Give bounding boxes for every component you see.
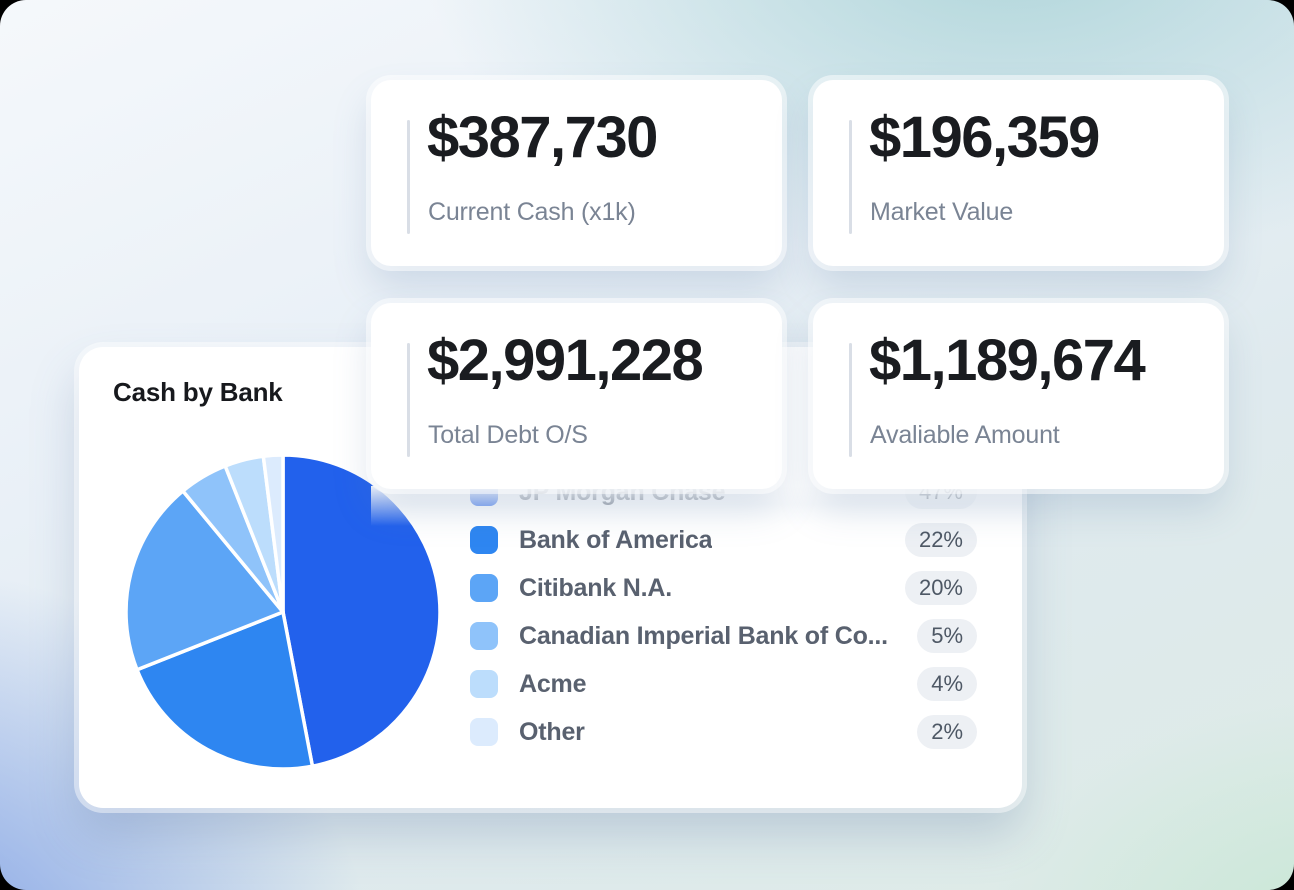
pie-legend: JP Morgan Chase 47% Bank of America 22% Citi… — [470, 468, 977, 756]
pie-slice-3 — [124, 489, 285, 672]
stat-card-current-cash: $387,730 Current Cash (x1k) — [371, 80, 782, 266]
stat-value: $1,189,674 — [869, 328, 1146, 393]
stat-value: $387,730 — [427, 105, 658, 170]
legend-percent-badge: 20% — [904, 571, 977, 605]
legend-swatch — [470, 526, 498, 554]
legend-percent-badge: 4% — [917, 667, 977, 701]
stat-label: Current Cash (x1k) — [428, 198, 636, 226]
legend-percent-badge: 2% — [917, 715, 977, 749]
accent-line — [407, 343, 410, 457]
legend-row: Other 2% — [470, 708, 977, 756]
legend-swatch — [470, 622, 498, 650]
legend-label: Citibank N.A. — [519, 573, 672, 602]
legend-label: Other — [519, 717, 585, 746]
accent-line — [407, 120, 410, 234]
legend-row: Citibank N.A. 20% — [470, 564, 977, 612]
stat-label: Avaliable Amount — [870, 421, 1060, 449]
pie-slice-2 — [135, 610, 315, 771]
legend-row: Acme 4% — [470, 660, 977, 708]
accent-line — [849, 343, 852, 457]
stat-card-total-debt: $2,991,228 Total Debt O/S — [371, 303, 782, 489]
legend-swatch — [470, 574, 498, 602]
legend-swatch — [470, 718, 498, 746]
legend-label: Canadian Imperial Bank of Co... — [519, 621, 888, 650]
pie-chart — [123, 452, 443, 772]
legend-percent-badge: 22% — [904, 523, 977, 557]
stat-card-available-amount: $1,189,674 Avaliable Amount — [813, 303, 1224, 489]
legend-row: Bank of America 22% — [470, 516, 977, 564]
legend-label: Bank of America — [519, 525, 713, 554]
stat-label: Total Debt O/S — [428, 421, 588, 449]
legend-row: Canadian Imperial Bank of Co... 5% — [470, 612, 977, 660]
cash-by-bank-title: Cash by Bank — [113, 377, 283, 407]
pie-slice-6 — [261, 453, 285, 614]
pie-slice-1 — [281, 453, 442, 768]
stat-value: $196,359 — [869, 105, 1100, 170]
stat-value: $2,991,228 — [427, 328, 704, 393]
legend-label: Acme — [519, 669, 587, 698]
accent-line — [849, 120, 852, 234]
pie-chart-svg — [124, 453, 442, 771]
stat-card-market-value: $196,359 Market Value — [813, 80, 1224, 266]
stat-label: Market Value — [870, 198, 1014, 226]
legend-swatch — [470, 670, 498, 698]
legend-percent-badge: 5% — [917, 619, 977, 653]
